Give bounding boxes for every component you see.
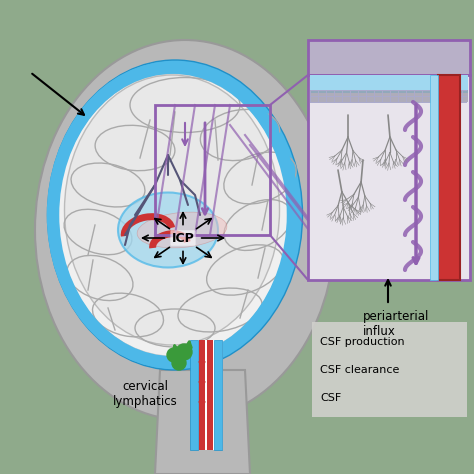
Ellipse shape (47, 60, 302, 370)
Bar (207, 340, 213, 450)
Ellipse shape (137, 212, 227, 248)
Bar (193, 340, 223, 450)
Bar (430, 75, 438, 280)
Bar (214, 340, 222, 450)
Circle shape (172, 356, 186, 370)
Bar (308, 40, 470, 75)
Text: ICP: ICP (172, 231, 194, 245)
Circle shape (176, 344, 192, 360)
Polygon shape (155, 370, 250, 474)
Bar (155, 105, 270, 235)
Ellipse shape (118, 192, 218, 267)
Bar (310, 75, 468, 93)
Bar (310, 90, 468, 102)
Text: CSF: CSF (320, 393, 341, 403)
Ellipse shape (58, 74, 288, 356)
Bar (190, 340, 198, 450)
Bar (438, 75, 460, 280)
Bar (308, 75, 470, 280)
Text: periarterial
influx: periarterial influx (363, 310, 429, 338)
Bar (312, 322, 467, 417)
Text: CSF production: CSF production (320, 337, 405, 347)
Text: cervical
lymphatics: cervical lymphatics (113, 380, 177, 408)
Bar (199, 340, 205, 450)
Ellipse shape (64, 75, 280, 345)
Ellipse shape (35, 40, 335, 420)
Circle shape (167, 348, 181, 362)
Text: CSF clearance: CSF clearance (320, 365, 400, 375)
